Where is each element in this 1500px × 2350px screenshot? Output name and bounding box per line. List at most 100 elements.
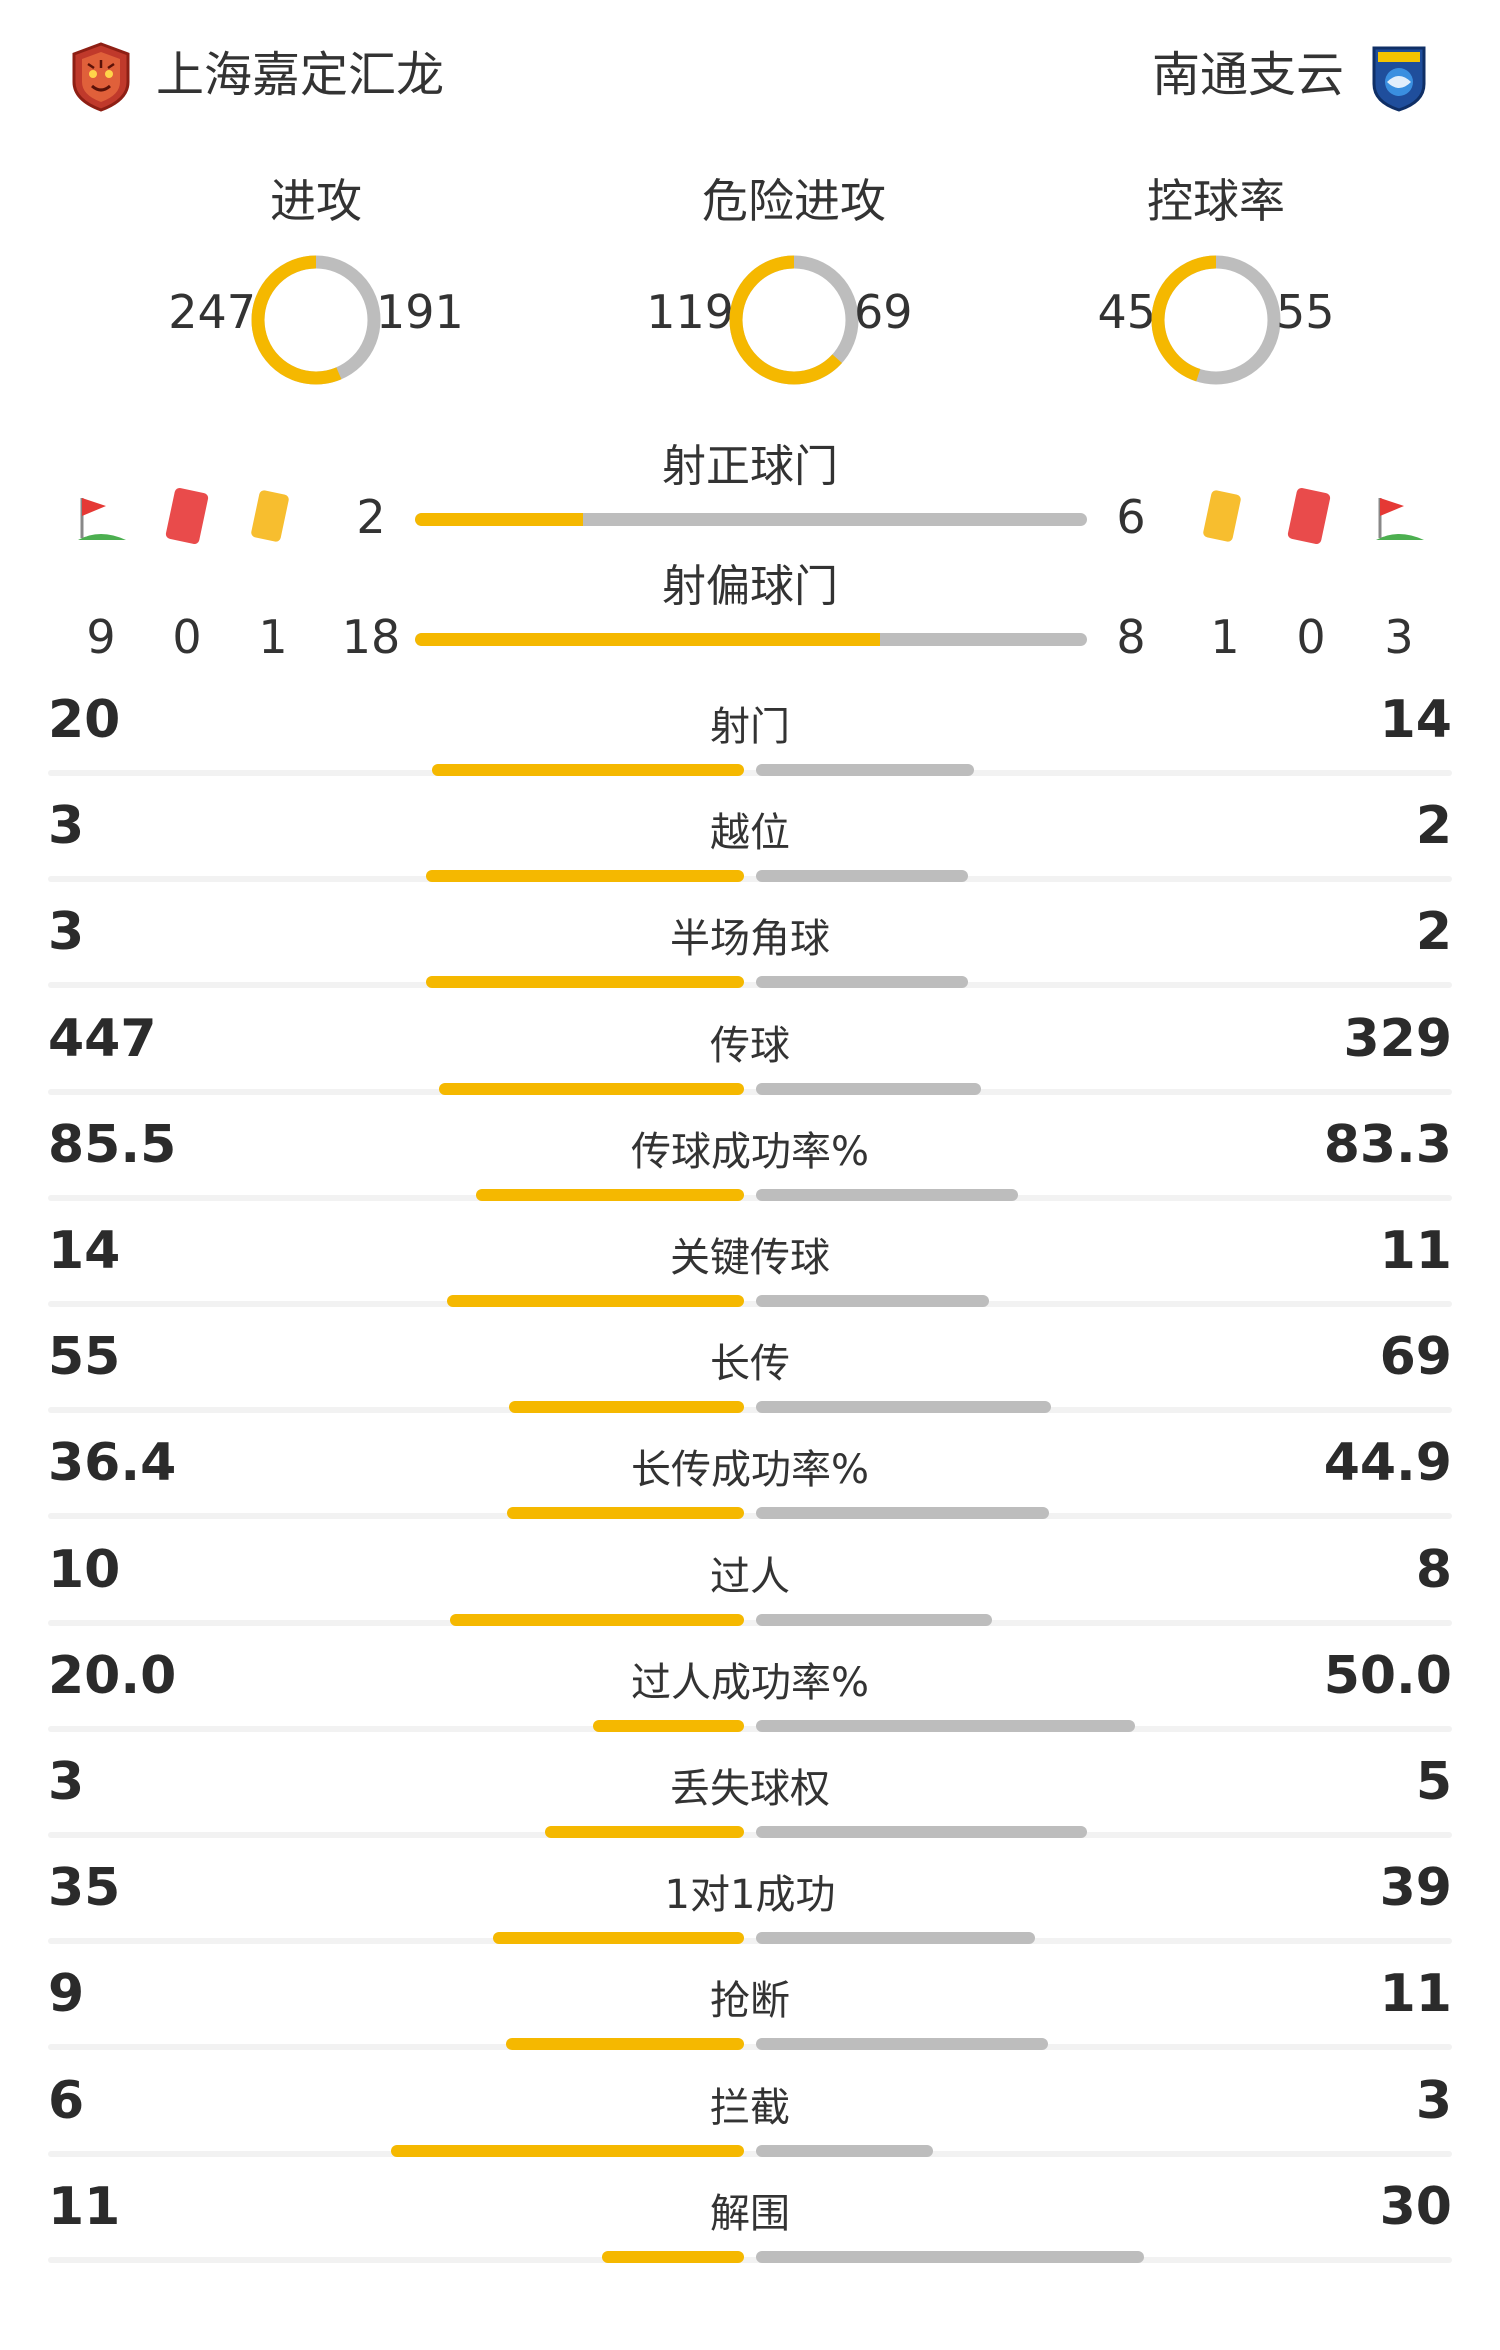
stat-away-bar: [756, 764, 975, 776]
ring-possession: 控球率 45 55: [1006, 165, 1426, 405]
stat-away-bar: [756, 1295, 990, 1307]
stat-home-bar: [447, 1295, 744, 1307]
ring-home-value: 247: [168, 285, 256, 339]
stat-track: [48, 770, 1452, 776]
stat-row: 3 丢失球权 5: [48, 1750, 1452, 1856]
shots-on-bar: [415, 513, 1087, 526]
stat-away-bar: [756, 1082, 981, 1095]
ring-home-arc: [729, 255, 859, 385]
stat-row: 20.0 过人成功率% 50.0: [48, 1644, 1452, 1750]
ring-away-value: 191: [376, 285, 464, 339]
stat-home-bar: [601, 2250, 744, 2263]
stat-track: [48, 876, 1452, 883]
stat-away-bar: [756, 1826, 1088, 1838]
stat-track: [48, 2044, 1452, 2051]
stat-row: 20 射门 14: [48, 688, 1452, 794]
stat-home-value: 9: [48, 1964, 85, 2025]
stat-row: 36.4 长传成功率% 44.9: [48, 1431, 1452, 1537]
stat-track: [48, 1513, 1452, 1520]
away-yellow-cards: 1: [1210, 610, 1240, 664]
stat-home-bar: [508, 1401, 744, 1414]
ring-donut: [1151, 255, 1281, 385]
home-team-name: 上海嘉定汇龙: [156, 47, 445, 103]
stat-home-bar: [449, 1613, 744, 1626]
stat-home-value: 3: [48, 796, 85, 857]
stat-row: 14 关键传球 11: [48, 1219, 1452, 1325]
stat-away-bar: [756, 870, 968, 883]
stat-home-bar: [438, 1082, 744, 1095]
stat-home-value: 35: [48, 1858, 121, 1919]
stat-row: 10 过人 8: [48, 1538, 1452, 1644]
stat-home-value: 14: [48, 1221, 121, 1281]
ring-attack: 进攻 247 191: [106, 165, 526, 405]
stat-home-value: 11: [48, 2176, 121, 2237]
stat-track: [48, 1301, 1452, 1307]
ring-title: 危险进攻: [702, 174, 886, 228]
stat-row: 9 抢断 11: [48, 1962, 1452, 2068]
home-corners: 9: [86, 610, 116, 664]
stat-home-bar: [545, 1826, 744, 1838]
ring-dangerous-attack: 危险进攻 119 69: [584, 165, 1004, 405]
shots-on-title: 射正球门: [662, 441, 838, 492]
stat-home-bar: [426, 870, 744, 883]
ring-home-value: 119: [646, 285, 734, 339]
away-team-name: 南通支云: [1151, 47, 1344, 103]
stat-home-value: 10: [48, 1539, 121, 1600]
stat-track: [48, 1194, 1452, 1201]
stat-away-bar: [756, 1188, 1018, 1201]
stat-row: 55 长传 69: [48, 1325, 1452, 1431]
stat-label: 半场角球: [670, 916, 830, 963]
ring-title: 控球率: [1147, 174, 1285, 228]
stat-away-bar: [756, 1401, 1051, 1414]
stat-home-value: 20.0: [48, 1645, 177, 1706]
stat-home-bar: [475, 1188, 744, 1201]
stat-row: 3 越位 2: [48, 794, 1452, 900]
stat-track: [48, 1832, 1452, 1838]
blue-shield-crest-icon: [1372, 46, 1426, 112]
stat-home-value: 447: [48, 1008, 157, 1069]
stat-label: 过人成功率%: [630, 1659, 869, 1706]
stat-label: 长传成功率%: [630, 1447, 869, 1494]
stat-away-value: 2: [1415, 902, 1452, 963]
red-card-icon: [1287, 487, 1331, 545]
shots-off-bar: [415, 633, 1087, 646]
yellow-card-icon: [251, 490, 289, 542]
stat-home-bar: [493, 1932, 744, 1945]
stat-label: 关键传球: [670, 1235, 830, 1281]
stat-label: 越位: [710, 810, 790, 857]
stat-track: [48, 2256, 1452, 2263]
stat-home-value: 20: [48, 690, 121, 750]
home-team-logo: [68, 42, 134, 112]
stat-away-value: 3: [1415, 2070, 1452, 2131]
ring-home-arc: [251, 255, 381, 385]
stat-label: 拦截: [710, 2084, 790, 2131]
stat-away-bar: [756, 1613, 992, 1626]
stat-away-value: 14: [1379, 690, 1452, 750]
stat-home-bar: [506, 1507, 744, 1520]
ring-home-value: 45: [1097, 285, 1156, 339]
stat-away-bar: [756, 976, 968, 989]
stat-row: 11 解围 30: [48, 2175, 1452, 2281]
corner-flag-icon: [1376, 498, 1424, 540]
stat-label: 过人: [710, 1553, 790, 1600]
stat-away-bar: [756, 1932, 1036, 1945]
shots-off-away: 8: [1116, 610, 1146, 664]
ring-title: 进攻: [270, 174, 362, 228]
stat-label: 长传: [710, 1341, 790, 1388]
stat-home-bar: [390, 2144, 744, 2157]
stat-away-bar: [756, 1719, 1135, 1732]
stat-track: [48, 1619, 1452, 1626]
stat-track: [48, 1725, 1452, 1732]
ring-donut: [729, 255, 859, 385]
corner-flag-icon: [78, 498, 126, 540]
ring-away-value: 69: [854, 285, 913, 339]
red-card-icon: [165, 487, 209, 545]
stat-home-bar: [432, 764, 744, 776]
ring-home-arc: [1151, 255, 1281, 385]
stat-label: 解围: [710, 2190, 790, 2237]
stat-home-value: 55: [48, 1327, 121, 1388]
stat-away-value: 2: [1415, 796, 1452, 857]
stat-track: [48, 1938, 1452, 1945]
stat-row: 35 1对1成功 39: [48, 1856, 1452, 1962]
stat-track: [48, 2150, 1452, 2157]
